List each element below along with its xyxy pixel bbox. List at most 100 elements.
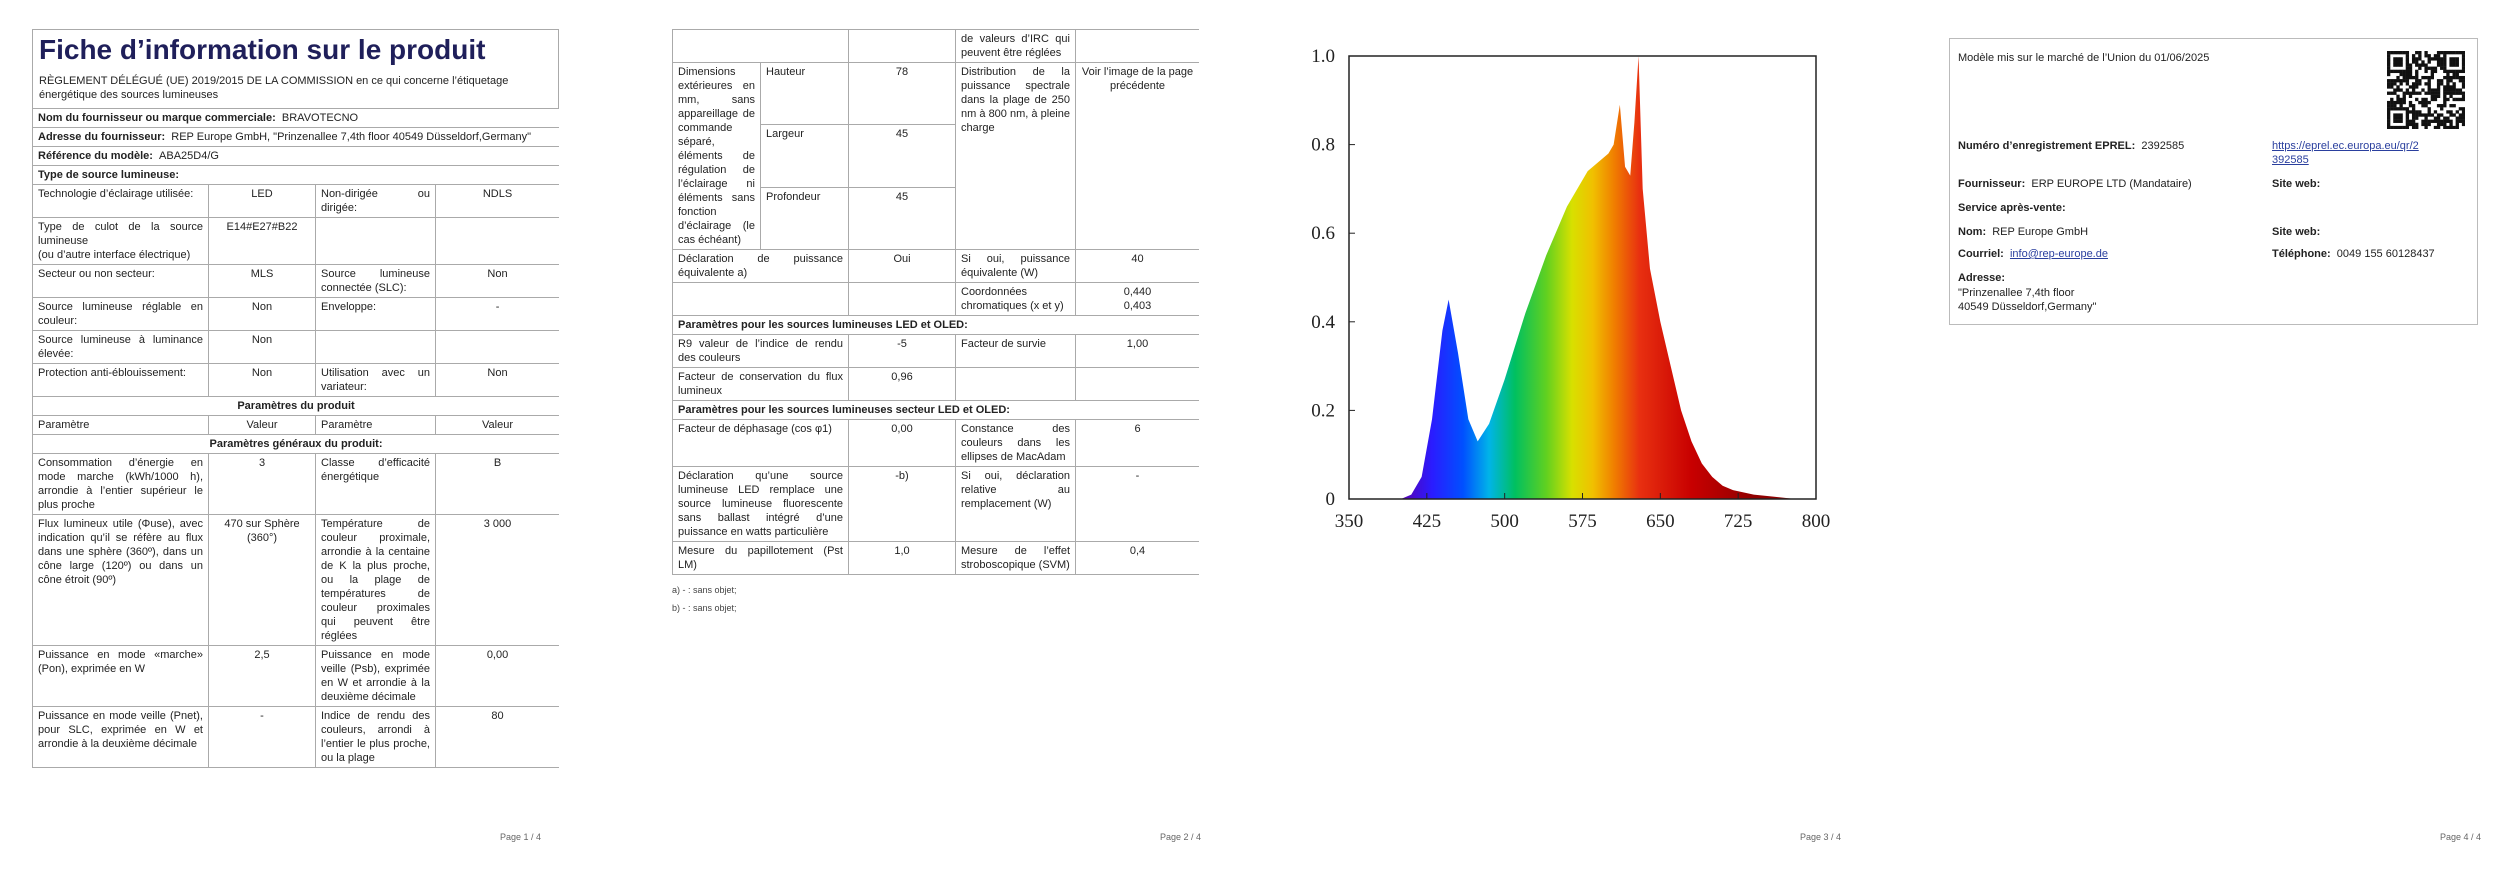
qr-module <box>2461 113 2465 117</box>
qr-module <box>2390 107 2394 111</box>
table-row: Facteur de conservation du flux lumineux… <box>672 367 1199 401</box>
table-cell: Technologie d’éclairage utilisée: <box>32 184 209 218</box>
qr-module <box>2396 79 2400 83</box>
qr-module <box>2418 110 2422 114</box>
field-label: Adresse du fournisseur: <box>38 131 166 143</box>
table-cell: - <box>1075 466 1199 542</box>
table-cell: Type de culot de la source lumineuse (ou… <box>32 217 209 265</box>
qr-module <box>2408 110 2413 114</box>
footnote: b) - : sans objet; <box>672 603 737 613</box>
qr-module <box>2458 97 2463 102</box>
qr-module <box>2436 57 2441 61</box>
table-cell: NDLS <box>434 184 559 218</box>
qr-module <box>2402 79 2406 83</box>
qr-module <box>2411 107 2416 111</box>
label: Site web: <box>2272 178 2321 190</box>
qr-module <box>2399 97 2403 102</box>
qr-module <box>2458 51 2463 55</box>
qr-module <box>2402 94 2406 98</box>
qr-module <box>2427 122 2431 127</box>
qr-module <box>2421 60 2425 64</box>
qr-module <box>2443 88 2447 92</box>
eprel-link[interactable]: https://eprel.ec.europa.eu/qr/2392585 <box>2272 140 2419 166</box>
qr-module <box>2402 91 2406 95</box>
qr-module <box>2449 91 2453 95</box>
qr-module <box>2452 60 2456 64</box>
product-table: de valeurs d’IRC qui peuvent être réglée… <box>672 29 1199 575</box>
table-cell: Source lumineuse réglable en couleur: <box>32 297 209 331</box>
qr-module <box>2449 75 2453 80</box>
qr-module <box>2424 75 2428 80</box>
qr-module <box>2433 116 2438 120</box>
qr-module <box>2461 54 2465 58</box>
y-tick-label: 0 <box>1326 489 1336 510</box>
table-cell: 0,96 <box>848 367 956 401</box>
qr-module <box>2393 69 2397 74</box>
qr-module <box>2402 97 2406 102</box>
table-cell: Non <box>434 264 559 298</box>
table-cell: 45 <box>848 186 956 251</box>
qr-module <box>2415 79 2419 83</box>
table-cell: - <box>208 706 316 768</box>
qr-module <box>2399 107 2403 111</box>
label: Téléphone: <box>2272 248 2331 260</box>
label: Site web: <box>2272 226 2321 238</box>
qr-module <box>2387 122 2391 127</box>
qr-module <box>2418 82 2422 86</box>
qr-module <box>2405 110 2410 114</box>
page-number: Page 3 / 4 <box>1800 832 1842 842</box>
qr-module <box>2446 85 2450 89</box>
qr-module <box>2427 88 2431 92</box>
table-cell: Paramètres pour les sources lumineuses L… <box>672 315 1199 335</box>
qr-module <box>2402 125 2406 129</box>
table-row: Flux lumineux utile (Φuse), avec indicat… <box>32 514 559 646</box>
qr-module <box>2433 54 2438 58</box>
table-cell: Source lumineuse connectée (SLC): <box>315 264 436 298</box>
qr-module <box>2405 66 2410 70</box>
qr-module <box>2455 57 2459 61</box>
qr-module <box>2452 72 2456 77</box>
qr-module <box>2387 72 2391 77</box>
qr-module <box>2455 72 2459 77</box>
table-cell: Déclaration qu’une source lumineuse LED … <box>672 466 849 542</box>
label: Nom: <box>1958 226 1987 238</box>
qr-module <box>2449 69 2453 74</box>
qr-module <box>2433 125 2438 129</box>
qr-module <box>2421 113 2425 117</box>
label: Numéro d’enregistrement EPREL: <box>1958 140 2136 152</box>
qr-module <box>2461 110 2465 114</box>
table-row: Déclaration qu’une source lumineuse LED … <box>672 466 1199 542</box>
table-cell: 40 <box>1075 249 1199 283</box>
qr-module <box>2396 97 2400 102</box>
qr-module <box>2396 107 2400 111</box>
table-row: Type de culot de la source lumineuse (ou… <box>32 217 559 265</box>
qr-module <box>2387 57 2391 61</box>
qr-module <box>2455 51 2459 55</box>
qr-module <box>2446 119 2450 123</box>
qr-module <box>2455 75 2459 80</box>
page-number: Page 4 / 4 <box>2440 832 2482 842</box>
empty-cell <box>672 282 849 316</box>
qr-module <box>2411 75 2416 80</box>
qr-module <box>2449 88 2453 92</box>
qr-module <box>2411 122 2416 127</box>
qr-module <box>2443 69 2447 74</box>
qr-module <box>2443 51 2447 55</box>
table-cell: 6 <box>1075 419 1199 467</box>
qr-module <box>2436 113 2441 117</box>
qr-module <box>2433 66 2438 70</box>
qr-module <box>2408 69 2413 74</box>
qr-module <box>2455 91 2459 95</box>
table-row: Nom du fournisseur ou marque commerciale… <box>32 108 559 128</box>
table-row: Déclaration de puissance équivalente a) O… <box>672 249 1199 283</box>
email-link[interactable]: info@rep-europe.de <box>2009 248 2108 260</box>
qr-module <box>2440 122 2444 127</box>
qr-module <box>2421 75 2425 80</box>
table-row: Source lumineuse à luminance élevée: Non <box>32 330 559 364</box>
qr-module <box>2418 113 2422 117</box>
qr-module <box>2461 116 2465 120</box>
qr-module <box>2396 113 2400 117</box>
qr-module <box>2443 75 2447 80</box>
table-cell: Paramètre <box>315 415 436 435</box>
qr-module <box>2433 97 2438 102</box>
